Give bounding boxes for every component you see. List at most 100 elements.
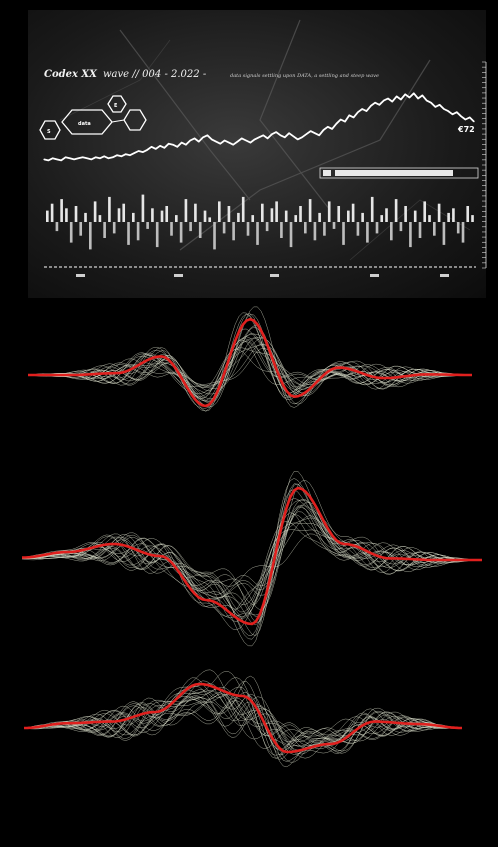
legend-strip [319, 167, 479, 179]
price-point [434, 106, 436, 108]
bar [409, 222, 412, 248]
price-point [215, 141, 217, 143]
bar [327, 201, 331, 222]
bar [356, 222, 360, 236]
legend-frame [319, 167, 479, 179]
price-point [47, 159, 49, 161]
wave-main-curve [28, 317, 472, 408]
wave-mesh-line [27, 325, 473, 408]
wave-panel-2 [21, 471, 483, 647]
bar [423, 201, 427, 222]
price-point [408, 96, 411, 99]
price-point [305, 133, 307, 135]
bar [89, 222, 92, 250]
wave-mesh-line [21, 512, 482, 605]
price-point [249, 142, 251, 144]
wave-mesh-line [21, 505, 483, 599]
hex-badge-label: data [78, 121, 91, 127]
price-point [224, 139, 226, 142]
hexagon-icon [107, 95, 127, 113]
wave-mesh-line [23, 693, 463, 752]
wave-mesh-line [27, 313, 472, 404]
wave-mesh-line [21, 522, 482, 619]
bar [471, 215, 474, 222]
price-point [95, 156, 97, 158]
bar [60, 199, 63, 222]
price-point [447, 110, 449, 112]
price-line-series [43, 92, 475, 162]
bar [141, 194, 145, 222]
wave-mesh-line [23, 677, 463, 759]
price-point [219, 143, 221, 145]
price-point [279, 134, 282, 136]
wave-mesh-line [27, 326, 472, 398]
price-point [297, 138, 299, 140]
price-point [292, 135, 294, 137]
bar [347, 210, 350, 222]
price-point [172, 144, 174, 146]
hex-icon-label: E [114, 103, 118, 109]
wave-mesh-line [23, 671, 463, 759]
price-point [168, 143, 170, 145]
price-point [417, 97, 419, 100]
bar [184, 199, 188, 222]
x-axis-ticks [76, 274, 449, 277]
price-point [451, 113, 454, 115]
price-point [228, 142, 230, 144]
price-point [361, 108, 363, 110]
price-point [90, 158, 92, 160]
price-point [159, 145, 161, 147]
bar [175, 215, 178, 222]
bar [246, 222, 250, 236]
price-point [271, 133, 273, 135]
bar [265, 222, 269, 232]
panel-background [28, 10, 486, 298]
bar [155, 222, 159, 248]
wave-mesh-line [23, 697, 463, 744]
wave-mesh-line [23, 686, 463, 754]
bar [69, 222, 73, 243]
legend-bar [335, 170, 453, 176]
wave-mesh-line [23, 683, 462, 754]
bar [447, 212, 450, 222]
bar [84, 212, 87, 222]
bar [261, 203, 264, 222]
bar [284, 210, 288, 222]
price-point [344, 121, 346, 123]
price-point [125, 153, 127, 155]
bar [50, 203, 54, 222]
price-point [99, 157, 101, 159]
price-point [129, 154, 131, 156]
top-panel: Codex XX wave // 004 - 2.022 - data sign… [28, 10, 487, 298]
price-point [232, 144, 234, 146]
bar [323, 222, 326, 236]
hex-icon-label: S [47, 129, 51, 135]
price-point [443, 108, 445, 110]
bar [198, 222, 202, 238]
bar [337, 206, 341, 222]
bar [280, 222, 283, 238]
bar [394, 199, 398, 222]
bar [361, 212, 364, 222]
bar [251, 215, 255, 222]
price-point [52, 157, 54, 159]
wave-mesh-line [23, 677, 463, 756]
bar [151, 208, 154, 222]
bar [146, 222, 149, 229]
bar [399, 222, 403, 232]
price-point [112, 156, 114, 158]
hexagon-icon [39, 120, 61, 140]
price-point [284, 136, 286, 138]
bar-series [46, 194, 474, 250]
bar [413, 210, 417, 222]
price-point [456, 111, 458, 113]
bar [294, 215, 298, 222]
wave-mesh-line [21, 478, 482, 647]
bar [370, 196, 374, 222]
bar [103, 222, 106, 238]
wave-mesh-line [23, 700, 463, 744]
price-point [103, 155, 105, 157]
wave-mesh-line [28, 312, 472, 412]
bar [289, 222, 293, 248]
